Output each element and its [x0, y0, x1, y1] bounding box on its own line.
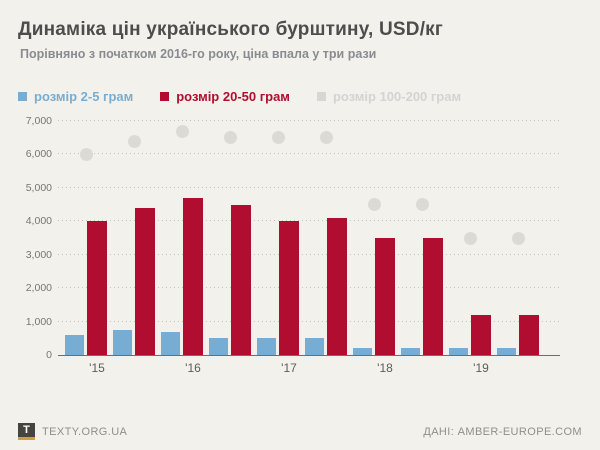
bar-size-2-5-gram: [257, 338, 276, 355]
y-axis-tick-label: 0: [46, 349, 52, 361]
bar-size-2-5-gram: [305, 338, 324, 355]
gridline: [58, 120, 560, 121]
bar-size-20-50-gram: [471, 314, 491, 355]
y-axis-tick-label: 3,000: [25, 248, 52, 261]
x-axis-year-label: '19: [473, 361, 489, 375]
gridline: [58, 220, 560, 222]
legend: розмір 2-5 грам розмір 20-50 грам розмір…: [18, 89, 461, 104]
dot-size-100-200-gram: [175, 124, 189, 138]
y-axis-tick-label: 7,000: [25, 115, 52, 127]
dot-size-100-200-gram: [415, 198, 429, 212]
bar-size-2-5-gram: [449, 348, 468, 355]
x-axis-year-label: '18: [377, 361, 393, 375]
dot-size-100-200-gram: [223, 131, 237, 145]
page-title: Динаміка цін українського бурштину, USD/…: [18, 19, 444, 40]
legend-item-label: розмір 20-50 грам: [176, 89, 290, 104]
legend-swatch-icon: [18, 92, 27, 101]
bar-size-20-50-gram: [135, 207, 155, 355]
bar-size-20-50-gram: [87, 221, 107, 355]
brand-name: TEXTY.ORG.UA: [42, 425, 128, 438]
texty-logo-icon: T: [18, 423, 35, 440]
plot-area: [58, 120, 560, 356]
bar-size-2-5-gram: [497, 348, 516, 355]
data-source: ДАНІ: AMBER-EUROPE.COM: [423, 426, 582, 438]
gridline: [58, 287, 560, 289]
legend-item-label: розмір 100-200 грам: [332, 89, 462, 104]
y-axis-tick-label: 6,000: [25, 148, 52, 161]
bar-size-20-50-gram: [519, 314, 539, 355]
dot-size-100-200-gram: [367, 198, 381, 212]
y-axis-tick-label: 5,000: [25, 181, 52, 194]
bar-size-20-50-gram: [231, 204, 251, 355]
gridline: [58, 186, 560, 188]
x-axis-line: [58, 355, 560, 356]
legend-item-label: розмір 2-5 грам: [34, 89, 134, 104]
page-subtitle: Порівняно з початком 2016-го року, ціна …: [20, 47, 377, 61]
bar-size-2-5-gram: [209, 338, 228, 355]
y-axis-tick-label: 2,000: [25, 282, 52, 295]
x-axis-year-label: '15: [89, 361, 105, 375]
bar-size-20-50-gram: [279, 221, 299, 355]
gridline: [58, 253, 560, 255]
gridline: [58, 320, 560, 322]
dot-size-100-200-gram: [463, 231, 477, 245]
dot-size-100-200-gram: [271, 131, 285, 145]
brand-logo: T TEXTY.ORG.UA: [18, 423, 127, 440]
x-axis-year-label: '17: [281, 361, 297, 375]
bar-size-20-50-gram: [183, 197, 203, 355]
bar-size-2-5-gram: [65, 334, 84, 355]
dot-size-100-200-gram: [127, 134, 141, 148]
legend-item: розмір 20-50 грам: [160, 89, 290, 104]
bar-size-2-5-gram: [401, 348, 420, 355]
bar-size-20-50-gram: [375, 238, 395, 355]
gridline: [58, 153, 560, 155]
x-axis-year-label: '16: [185, 361, 201, 375]
bar-size-2-5-gram: [353, 348, 372, 355]
y-axis-tick-label: 1,000: [25, 315, 52, 328]
bar-size-20-50-gram: [423, 238, 443, 355]
legend-item: розмір 100-200 грам: [316, 89, 462, 104]
dot-size-100-200-gram: [79, 147, 93, 161]
dot-size-100-200-gram: [511, 231, 525, 245]
dot-size-100-200-gram: [319, 131, 333, 145]
legend-swatch-icon: [316, 92, 326, 101]
y-axis-tick-label: 4,000: [25, 215, 52, 228]
bar-size-2-5-gram: [161, 331, 180, 355]
legend-item: розмір 2-5 грам: [18, 89, 133, 104]
bar-size-2-5-gram: [113, 329, 132, 355]
legend-swatch-icon: [160, 92, 170, 101]
bar-size-20-50-gram: [327, 217, 347, 355]
